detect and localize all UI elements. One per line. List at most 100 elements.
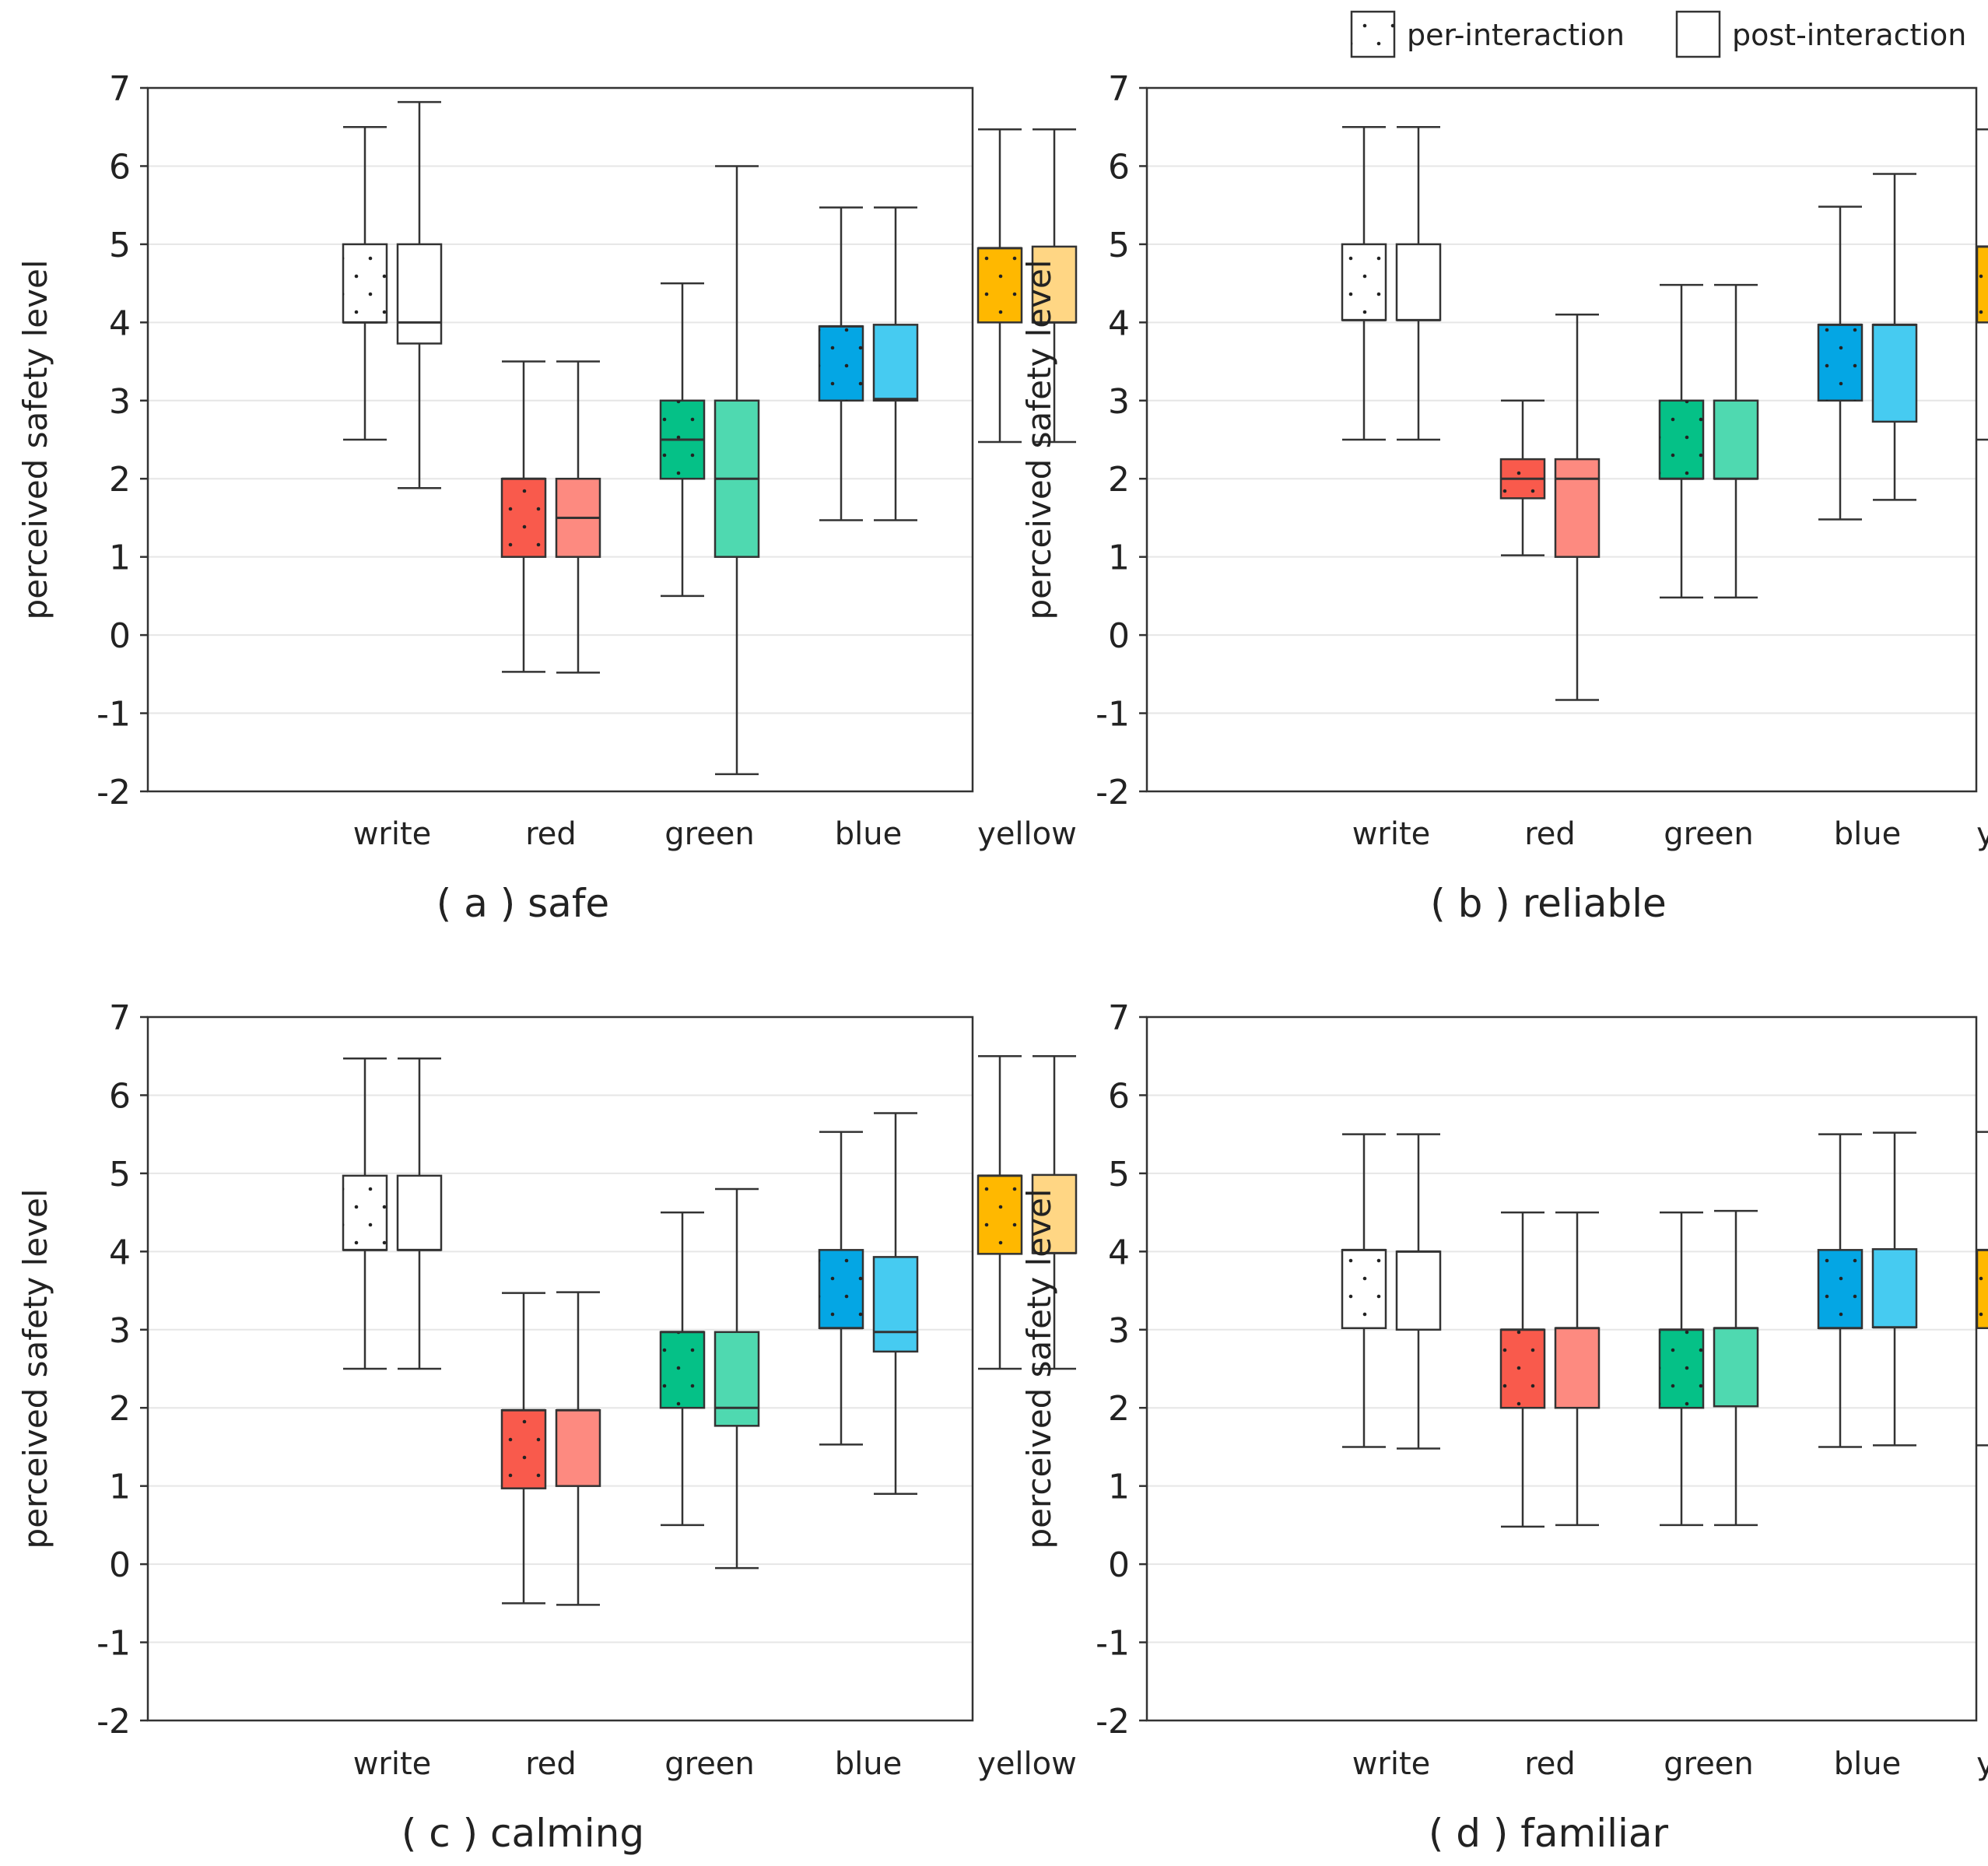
y-axis-label: perceived safety level: [16, 260, 54, 620]
box-write-post: [1395, 125, 1442, 441]
y-tick-label: 6: [109, 147, 131, 187]
x-tick-label: red: [1524, 1746, 1576, 1782]
y-axis-label: perceived safety level: [1020, 260, 1058, 620]
box-green-post: [1713, 1209, 1759, 1527]
y-tick-label: 5: [1108, 1155, 1130, 1194]
panel-title: ( c ) calming: [401, 1811, 644, 1856]
y-tick-label: 5: [109, 1155, 131, 1194]
y-tick-label: 7: [109, 998, 131, 1038]
y-tick-label: 0: [109, 616, 131, 656]
x-tick-label: write: [1352, 816, 1431, 852]
box-green-per: [659, 1211, 706, 1527]
box-yellow-per: [976, 128, 1023, 444]
y-tick-label: 6: [1108, 1076, 1130, 1116]
y-tick-label: -2: [1096, 1702, 1130, 1741]
y-tick-label: 4: [109, 303, 131, 343]
box-body: [396, 1174, 443, 1251]
y-tick-label: 3: [1108, 382, 1130, 422]
box-yellow-post: [1031, 128, 1078, 444]
y-tick-label: 0: [1108, 616, 1130, 656]
box-dot-pattern: [661, 1331, 704, 1408]
box-body: [872, 1256, 919, 1353]
x-tick-label: red: [525, 816, 577, 852]
x-tick-label: write: [353, 816, 432, 852]
plot-frame: [1145, 86, 1978, 793]
legend-post-label: post-interaction: [1732, 18, 1966, 52]
box-body: [1395, 243, 1442, 321]
box-green-post: [714, 1187, 760, 1570]
x-tick-label: green: [1664, 816, 1754, 852]
box-blue-per: [818, 1131, 864, 1446]
x-tick-label: yellow: [977, 816, 1077, 852]
panel-title: ( d ) familiar: [1429, 1811, 1669, 1856]
box-dot-pattern: [1818, 324, 1862, 401]
y-tick-label: 4: [109, 1233, 131, 1272]
x-tick-label: blue: [1834, 816, 1901, 852]
box-red-per: [500, 360, 547, 673]
y-tick-label: -2: [96, 1702, 131, 1741]
y-tick-label: -2: [96, 773, 131, 812]
box-dot-pattern: [502, 479, 545, 557]
plot-frame: [1145, 1015, 1978, 1722]
chart-panel-4: -2 -1 0 1 2 3 4 5 6 7 perceived safety level write r…: [1020, 998, 1988, 1856]
y-tick-label: 2: [109, 1389, 131, 1429]
y-tick-label: 5: [1108, 226, 1130, 265]
box-blue-post: [872, 1112, 919, 1495]
y-tick-label: -1: [96, 695, 131, 735]
box-write-per: [342, 125, 388, 441]
box-green-post: [714, 165, 760, 776]
y-tick-label: 7: [1108, 69, 1130, 109]
x-tick-label: red: [525, 1746, 577, 1782]
y-tick-label: -1: [1096, 695, 1130, 735]
box-body: [1554, 458, 1601, 558]
box-blue-per: [1817, 205, 1864, 521]
box-blue-per: [1817, 1133, 1864, 1448]
y-tick-label: 4: [1108, 303, 1130, 343]
box-write-post: [396, 100, 443, 489]
y-axis-label: perceived safety level: [16, 1189, 54, 1549]
box-body: [1871, 324, 1918, 423]
box-red-post: [1554, 1211, 1601, 1527]
box-yellow-post: [1031, 1054, 1078, 1370]
legend: per-interaction post-interaction: [1350, 10, 1966, 58]
box-red-per: [500, 1292, 547, 1605]
box-body: [1395, 1250, 1442, 1331]
box-dot-pattern: [1342, 244, 1386, 321]
y-tick-label: 1: [109, 1468, 131, 1507]
box-write-per: [1341, 125, 1387, 441]
box-write-per: [342, 1057, 388, 1370]
box-blue-post: [872, 206, 919, 521]
y-tick-label: 0: [1108, 1545, 1130, 1585]
box-blue-post: [1871, 1131, 1918, 1447]
x-tick-label: yellow: [977, 1746, 1077, 1782]
y-tick-label: 2: [109, 460, 131, 500]
y-tick-label: 7: [1108, 998, 1130, 1038]
box-body: [1871, 1248, 1918, 1329]
box-dot-pattern: [819, 1250, 863, 1328]
box-dot-pattern: [1501, 1329, 1544, 1408]
box-dot-pattern: [1342, 1250, 1386, 1328]
y-tick-label: 1: [1108, 1468, 1130, 1507]
box-dot-pattern: [1660, 1329, 1703, 1408]
box-body: [1713, 1327, 1759, 1408]
legend-per-label: per-interaction: [1407, 18, 1625, 52]
x-tick-label: green: [1664, 1746, 1754, 1782]
box-body: [1713, 399, 1759, 480]
x-tick-label: yellow: [1976, 1746, 1988, 1782]
box-red-post: [1554, 314, 1601, 701]
y-tick-label: 7: [109, 69, 131, 109]
y-tick-label: -1: [96, 1624, 131, 1664]
box-body: [714, 1331, 760, 1427]
x-tick-label: red: [1524, 816, 1576, 852]
y-tick-label: 6: [1108, 147, 1130, 187]
box-dot-pattern: [819, 326, 863, 401]
box-write-post: [396, 1057, 443, 1370]
y-tick-label: 2: [1108, 1389, 1130, 1429]
y-tick-label: 6: [109, 1076, 131, 1116]
box-yellow-per: [976, 1054, 1023, 1370]
y-tick-label: 5: [109, 226, 131, 265]
box-red-per: [1499, 399, 1546, 556]
plot-frame: [146, 1015, 974, 1722]
box-dot-pattern: [1818, 1250, 1862, 1328]
